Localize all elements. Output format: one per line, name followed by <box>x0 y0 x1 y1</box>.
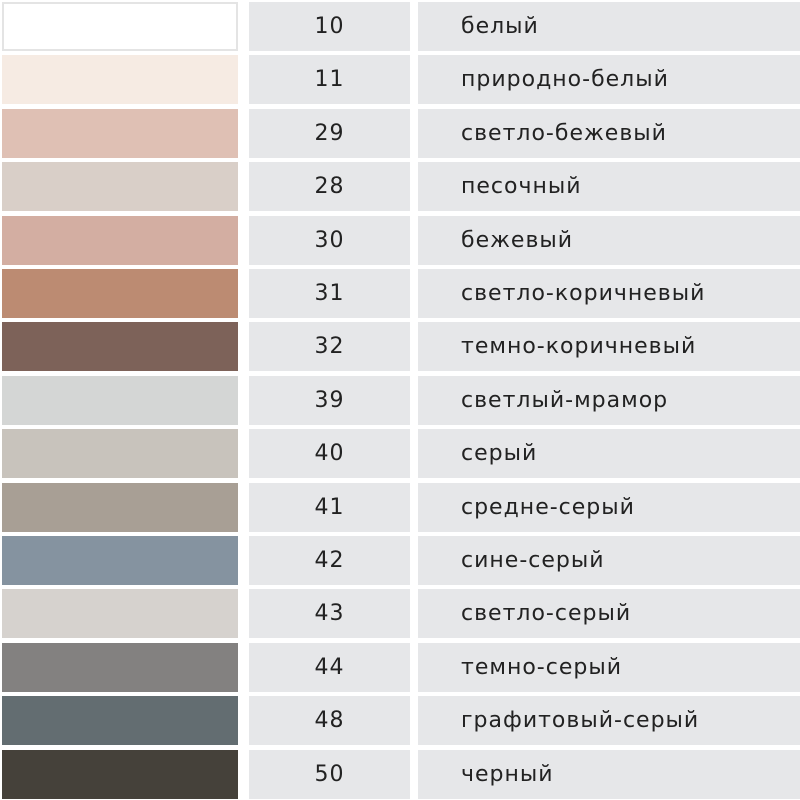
color-swatch <box>2 215 238 265</box>
color-row: 11 природно-белый <box>0 55 800 105</box>
color-name: темно-коричневый <box>418 322 800 372</box>
color-swatch <box>2 696 238 746</box>
color-code: 41 <box>249 482 410 532</box>
color-row: 30 бежевый <box>0 215 800 265</box>
color-row: 48 графитовый-серый <box>0 696 800 746</box>
color-row: 40 серый <box>0 429 800 479</box>
color-row: 50 черный <box>0 749 800 799</box>
color-name: сине-серый <box>418 536 800 585</box>
color-swatch <box>2 55 238 105</box>
color-name: графитовый-серый <box>418 696 800 746</box>
color-name: белый <box>418 2 800 51</box>
color-name: светлый-мрамор <box>418 375 800 425</box>
color-swatch <box>2 269 238 318</box>
color-swatch <box>2 589 238 639</box>
color-name: средне-серый <box>418 482 800 532</box>
color-row: 29 светло-бежевый <box>0 108 800 158</box>
color-code: 44 <box>249 642 410 692</box>
color-name: песочный <box>418 162 800 212</box>
color-row: 39 светлый-мрамор <box>0 375 800 425</box>
color-row: 42 сине-серый <box>0 536 800 585</box>
color-code: 50 <box>249 749 410 799</box>
color-swatch <box>2 749 238 799</box>
color-code: 32 <box>249 322 410 372</box>
color-swatch <box>2 536 238 585</box>
color-swatch <box>2 108 238 158</box>
color-swatch <box>2 162 238 212</box>
color-name: светло-бежевый <box>418 108 800 158</box>
color-swatch <box>2 642 238 692</box>
color-row: 43 светло-серый <box>0 589 800 639</box>
color-row: 32 темно-коричневый <box>0 322 800 372</box>
color-code: 10 <box>249 2 410 51</box>
color-name: серый <box>418 429 800 479</box>
color-swatch <box>2 322 238 372</box>
color-row: 28 песочный <box>0 162 800 212</box>
color-swatch <box>2 2 238 51</box>
color-row: 10 белый <box>0 2 800 51</box>
color-swatch <box>2 375 238 425</box>
color-name: темно-серый <box>418 642 800 692</box>
color-code: 39 <box>249 375 410 425</box>
color-code: 31 <box>249 269 410 318</box>
color-swatch <box>2 429 238 479</box>
color-row: 44 темно-серый <box>0 642 800 692</box>
color-code: 48 <box>249 696 410 746</box>
color-code: 29 <box>249 108 410 158</box>
color-row: 41 средне-серый <box>0 482 800 532</box>
color-code: 42 <box>249 536 410 585</box>
color-code: 40 <box>249 429 410 479</box>
color-code: 11 <box>249 55 410 105</box>
color-code: 30 <box>249 215 410 265</box>
color-name: светло-серый <box>418 589 800 639</box>
color-code: 28 <box>249 162 410 212</box>
color-code: 43 <box>249 589 410 639</box>
color-swatch <box>2 482 238 532</box>
color-name: бежевый <box>418 215 800 265</box>
color-row: 31 светло-коричневый <box>0 269 800 318</box>
color-name: черный <box>418 749 800 799</box>
color-name: светло-коричневый <box>418 269 800 318</box>
color-name: природно-белый <box>418 55 800 105</box>
